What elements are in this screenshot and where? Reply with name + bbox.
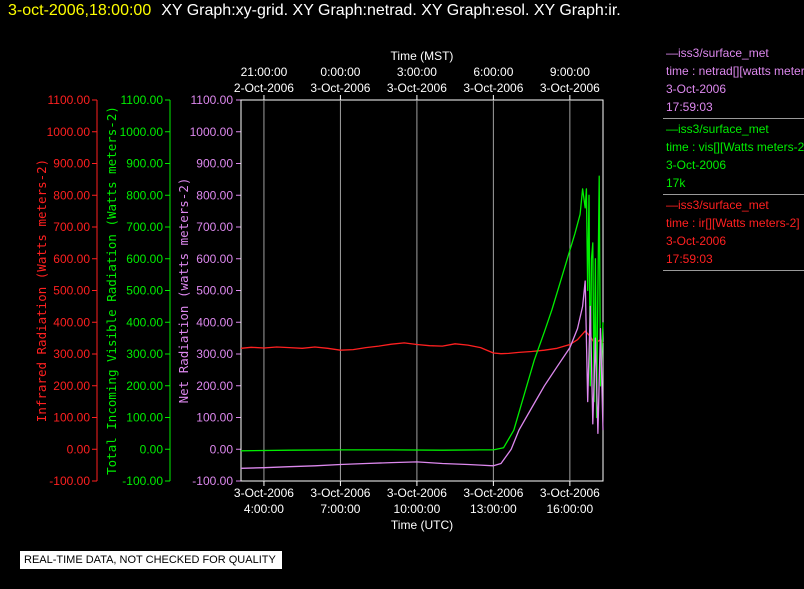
- legend-date: 3-Oct-2006: [666, 234, 727, 248]
- ir-series-line: [240, 330, 604, 355]
- top-tick-date: 3-Oct-2006: [310, 81, 370, 95]
- title-graph-list: XY Graph:xy-grid. XY Graph:netrad. XY Gr…: [161, 2, 621, 19]
- bottom-tick-date: 3-Oct-2006: [540, 486, 600, 500]
- y-tick-label: 900.00: [196, 157, 233, 171]
- bottom-tick-time: 16:00:00: [546, 502, 593, 516]
- legend-time: 17:59:03: [666, 100, 713, 114]
- top-tick-date: 3-Oct-2006: [540, 81, 600, 95]
- y-axes: -100.00 0.00 100.00 200.00 300.00 400.00 500.0…: [34, 93, 242, 488]
- top-tick-time: 6:00:00: [473, 65, 513, 79]
- series-layer: [240, 175, 604, 469]
- legend-time: 17k: [666, 176, 686, 190]
- legend-source: —iss3/surface_met: [666, 46, 769, 60]
- y-tick-label: 900.00: [53, 157, 90, 171]
- y-tick-label: 400.00: [126, 315, 163, 329]
- bottom-tick-date: 3-Oct-2006: [463, 486, 523, 500]
- y-tick-label: 800.00: [53, 188, 90, 202]
- y-tick-label: 1100.00: [191, 93, 234, 107]
- y-tick-label: 0.00: [67, 442, 91, 456]
- legend-source: —iss3/surface_met: [666, 122, 769, 136]
- title-bar: 3-oct-2006,18:00:00 XY Graph:xy-grid. XY …: [8, 2, 621, 20]
- y-tick-label: 300.00: [196, 347, 233, 361]
- top-tick-time: 3:00:00: [397, 65, 437, 79]
- y-tick-label: 300.00: [126, 347, 163, 361]
- top-tick-date: 3-Oct-2006: [463, 81, 523, 95]
- top-tick-time: 9:00:00: [550, 65, 590, 79]
- y-tick-label: 500.00: [53, 284, 90, 298]
- y-tick-label: 500.00: [126, 284, 163, 298]
- y-tick-label: -100.00: [49, 474, 90, 488]
- bottom-tick-time: 4:00:00: [244, 502, 284, 516]
- y-axis-title: Infrared Radiation (Watts meters-2): [34, 159, 49, 422]
- legend-date: 3-Oct-2006: [666, 82, 727, 96]
- legend-source: —iss3/surface_met: [666, 198, 769, 212]
- y-tick-label: 900.00: [126, 157, 163, 171]
- legend-variable: time : netrad[][watts meters-2]: [666, 64, 804, 78]
- y-axis-title: Total Incoming Visible Radiation (Watts …: [104, 106, 119, 475]
- y-tick-label: 400.00: [53, 315, 90, 329]
- y-tick-label: -100.00: [192, 474, 233, 488]
- y-tick-label: 0.00: [140, 442, 164, 456]
- y-tick-label: 600.00: [53, 252, 90, 266]
- plot-border: [240, 99, 604, 482]
- vertical-gridlines: [263, 100, 571, 481]
- netrad-series-line: [240, 280, 604, 469]
- quality-disclaimer: REAL-TIME DATA, NOT CHECKED FOR QUALITY: [20, 551, 282, 569]
- legend: —iss3/surface_met time : netrad[][watts …: [663, 43, 804, 271]
- legend-entry-ir: —iss3/surface_met time : ir[][Watts mete…: [663, 195, 804, 271]
- legend-entry-netrad: —iss3/surface_met time : netrad[][watts …: [663, 43, 804, 119]
- y-tick-label: 700.00: [126, 220, 163, 234]
- bottom-tick-date: 3-Oct-2006: [310, 486, 370, 500]
- y-tick-label: 100.00: [53, 411, 90, 425]
- y-tick-label: 1000.00: [190, 125, 234, 139]
- legend-date: 3-Oct-2006: [666, 158, 727, 172]
- plot-frame: [240, 99, 604, 482]
- y-tick-label: 800.00: [196, 188, 233, 202]
- bottom-tick-date: 3-Oct-2006: [387, 486, 447, 500]
- y-axis-title: Net Radiation (watts meters-2): [176, 178, 191, 404]
- y-tick-label: 200.00: [196, 379, 233, 393]
- y-tick-label: 600.00: [126, 252, 163, 266]
- y-tick-label: 600.00: [196, 252, 233, 266]
- y-tick-label: 0.00: [210, 442, 234, 456]
- top-tick-date: 3-Oct-2006: [387, 81, 447, 95]
- y-tick-label: 1100.00: [121, 93, 164, 107]
- y-tick-label: 700.00: [53, 220, 90, 234]
- top-tick-time: 0:00:00: [320, 65, 360, 79]
- legend-time: 17:59:03: [666, 252, 713, 266]
- legend-variable: time : ir[][Watts meters-2]: [666, 216, 800, 230]
- y-tick-label: 100.00: [126, 411, 163, 425]
- bottom-tick-time: 10:00:00: [394, 502, 441, 516]
- top-tick-date: 2-Oct-2006: [234, 81, 294, 95]
- top-tick-time: 21:00:00: [241, 65, 288, 79]
- y-tick-label: -100.00: [122, 474, 163, 488]
- y-tick-label: 700.00: [196, 220, 233, 234]
- bottom-tick-time: 7:00:00: [320, 502, 360, 516]
- y-tick-label: 300.00: [53, 347, 90, 361]
- bottom-tick-date: 3-Oct-2006: [234, 486, 294, 500]
- y-tick-label: 500.00: [196, 284, 233, 298]
- bottom-tick-time: 13:00:00: [470, 502, 517, 516]
- y-tick-label: 200.00: [126, 379, 163, 393]
- y-tick-label: 200.00: [53, 379, 90, 393]
- x-axes: 3-Oct-2006 4:00:00 3-Oct-2006 7:00:00 3-Oct-…: [234, 49, 600, 532]
- y-tick-label: 1000.00: [120, 125, 164, 139]
- bottom-axis-title: Time (UTC): [391, 518, 453, 532]
- legend-entry-vis: —iss3/surface_met time : vis[][Watts met…: [663, 119, 804, 195]
- y-tick-label: 1000.00: [47, 125, 91, 139]
- y-tick-label: 1100.00: [48, 93, 91, 107]
- title-timestamp: 3-oct-2006,18:00:00: [8, 2, 152, 19]
- y-tick-label: 100.00: [196, 411, 233, 425]
- vis-series-line: [240, 175, 604, 452]
- legend-variable: time : vis[][Watts meters-2]: [666, 140, 804, 154]
- y-tick-label: 400.00: [196, 315, 233, 329]
- top-axis-title: Time (MST): [391, 49, 454, 63]
- y-tick-label: 800.00: [126, 188, 163, 202]
